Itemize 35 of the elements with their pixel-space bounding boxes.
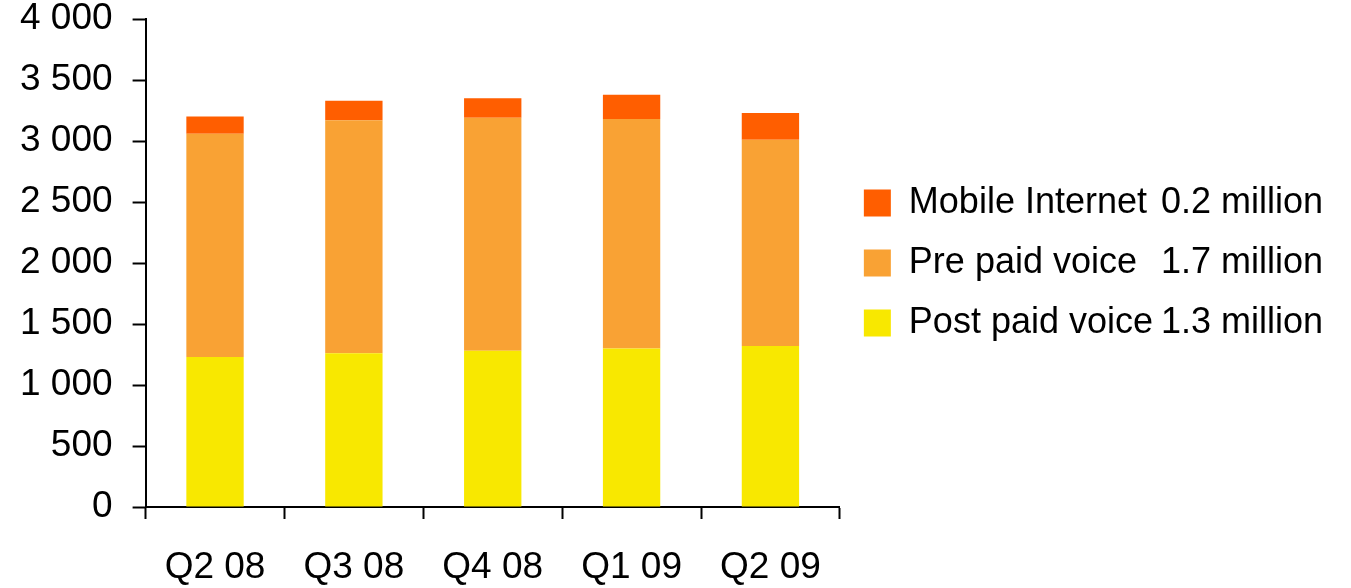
bar <box>602 348 661 507</box>
legend-label: Post paid voice <box>908 299 1154 341</box>
bar <box>325 100 383 121</box>
y-tick-label: 1 000 <box>20 362 113 404</box>
bar <box>186 356 244 507</box>
x-tick-label: Q1 09 <box>581 544 682 586</box>
bar <box>325 120 383 354</box>
y-tick-label: 500 <box>50 423 113 465</box>
bar <box>602 94 661 120</box>
text: 1.7 million <box>1161 239 1324 281</box>
y-tick-label: 2 000 <box>20 240 113 282</box>
bar <box>186 133 244 357</box>
bar <box>741 139 800 346</box>
y-tick-label: 1 500 <box>20 301 113 343</box>
bar <box>464 98 522 118</box>
bar <box>464 117 522 351</box>
y-tick-label: 3 500 <box>20 57 113 99</box>
y-tick-label: 2 500 <box>20 179 113 221</box>
x-tick-label: Q2 09 <box>720 544 821 586</box>
y-tick-label: 0 <box>92 484 113 526</box>
y-tick-label: 4 000 <box>20 0 113 38</box>
legend-label: Mobile Internet <box>908 179 1147 221</box>
text: 0.2 million <box>1161 179 1324 221</box>
x-tick-label: Q3 08 <box>303 544 405 586</box>
bar <box>741 345 800 507</box>
bar <box>741 112 800 140</box>
x-tick-label: Q2 08 <box>164 544 266 586</box>
y-tick-label: 3 000 <box>20 118 113 160</box>
legend-label: Pre paid voice <box>908 239 1137 281</box>
bar <box>602 119 661 349</box>
bar <box>325 353 383 507</box>
x-tick-label: Q4 08 <box>442 544 544 586</box>
bar <box>464 350 522 507</box>
bar <box>186 116 244 134</box>
text: 1.3 million <box>1161 299 1324 341</box>
